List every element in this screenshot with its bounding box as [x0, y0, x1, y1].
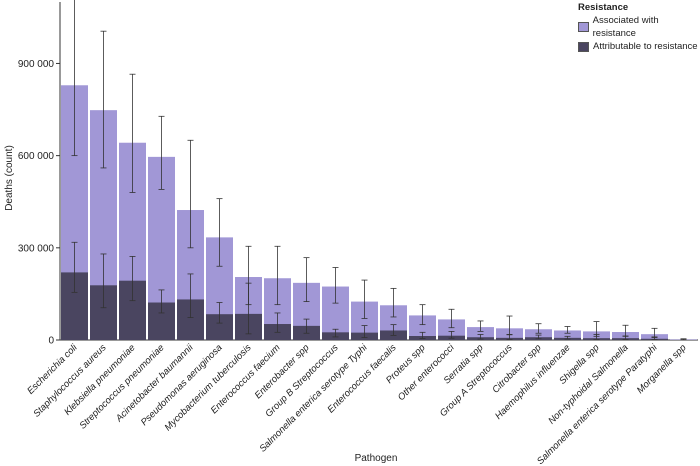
legend-label-attributable: Attributable to resistance: [593, 41, 698, 52]
legend: Resistance Associated with resistance At…: [578, 1, 700, 53]
legend-item-attributable: Attributable to resistance: [578, 40, 700, 53]
y-tick-label: 300 000: [18, 243, 55, 254]
y-tick-label: 900 000: [18, 59, 55, 70]
legend-item-associated: Associated with resistance: [578, 14, 700, 40]
y-axis-title: Deaths (count): [4, 145, 15, 211]
bar-associated: [467, 327, 494, 340]
series-associated-bars: [61, 85, 697, 341]
bar-associated: [438, 319, 465, 340]
legend-title: Resistance: [578, 2, 629, 13]
legend-swatch-attributable: [578, 41, 589, 52]
y-ticks: 0 300 000 600 000 900 000: [18, 59, 60, 347]
x-axis-title: Pathogen: [355, 453, 398, 464]
legend-label-associated: Associated with resistance: [592, 15, 659, 39]
x-tick-label: Salmonella enterica serotype Typhi: [257, 342, 370, 455]
y-tick-label: 600 000: [18, 151, 55, 162]
bar-associated: [554, 330, 581, 340]
error-bars: [71, 0, 687, 341]
y-tick-label: 0: [48, 336, 54, 347]
legend-swatch-associated: [578, 22, 589, 32]
x-tick-label: Escherichia coli: [25, 342, 80, 397]
bar-associated: [525, 329, 552, 340]
